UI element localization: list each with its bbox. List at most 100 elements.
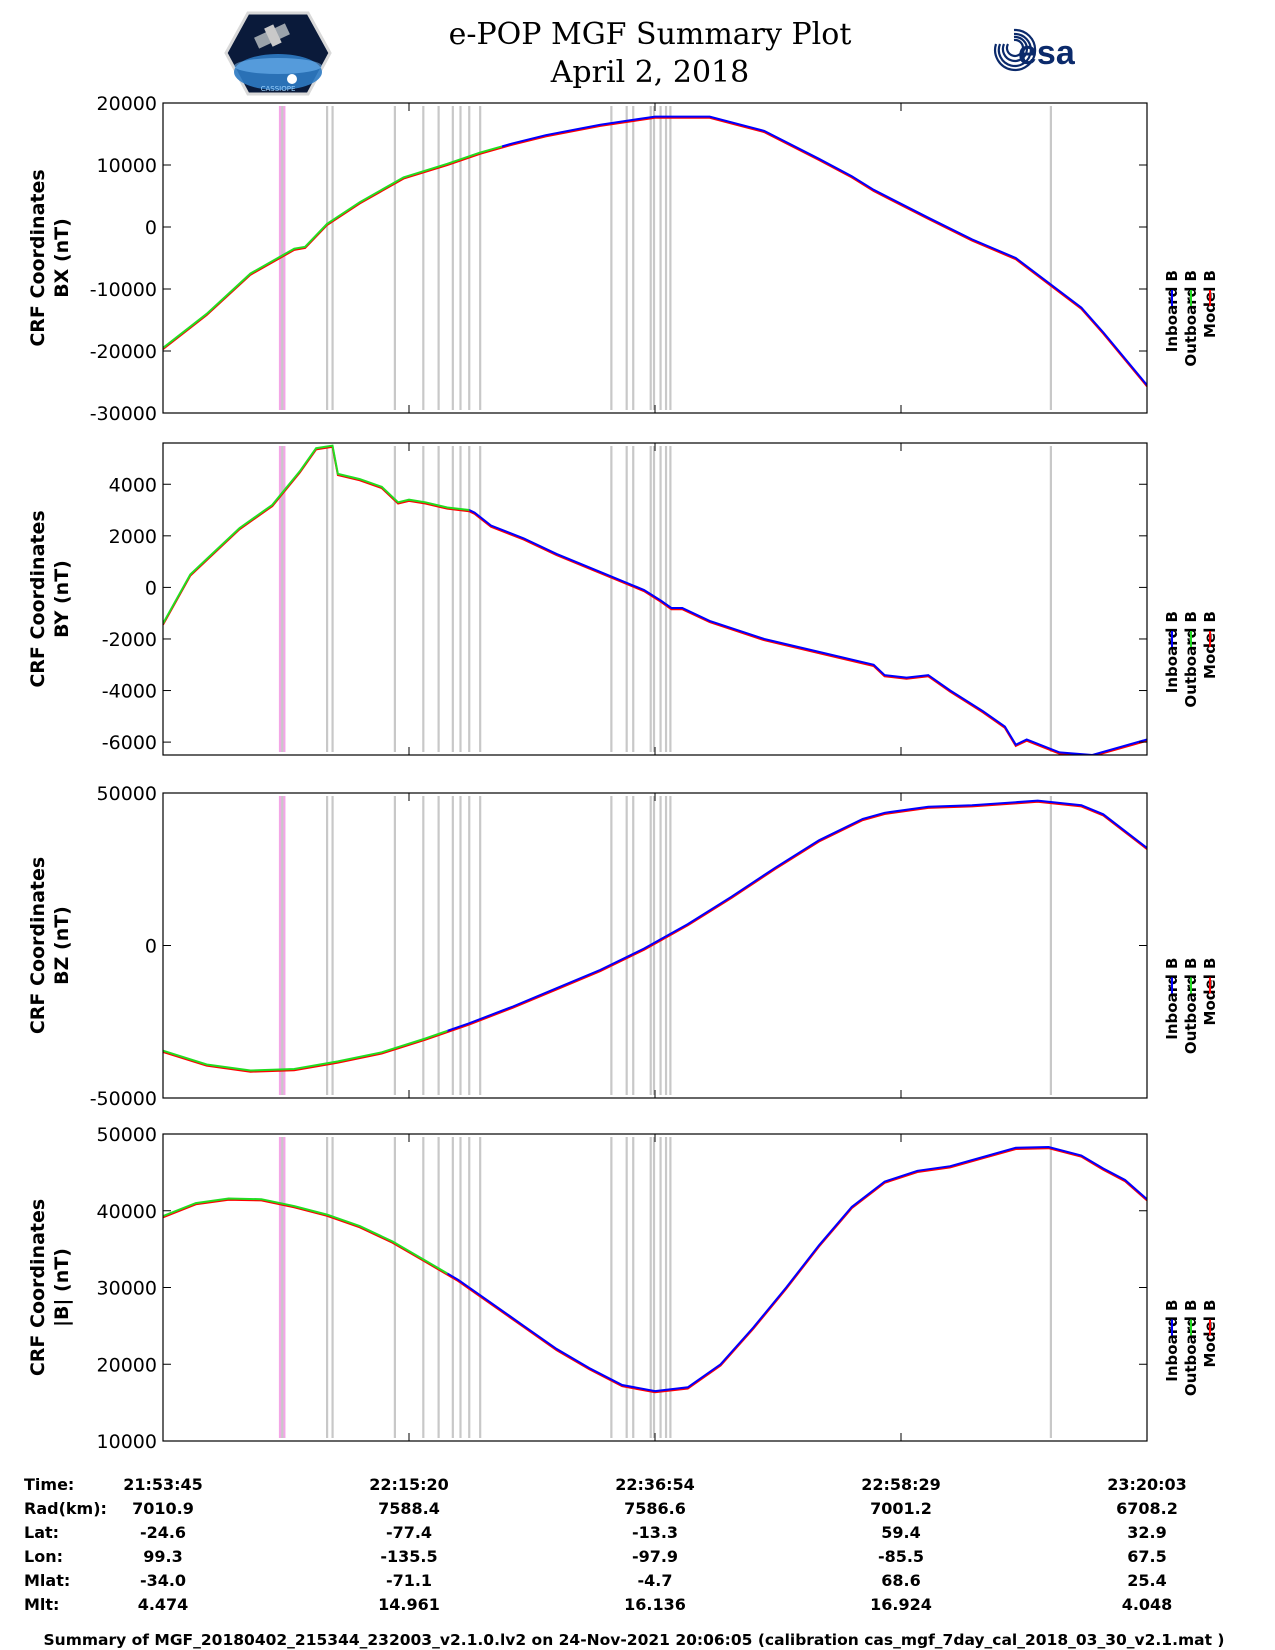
gray-event-band <box>652 796 656 1095</box>
model-b-line <box>163 1147 1147 1394</box>
outboard-b-line <box>163 145 502 349</box>
table-cell: 14.961 <box>378 1595 440 1614</box>
gray-event-band <box>610 106 613 410</box>
gray-event-band <box>1049 1137 1052 1438</box>
table-cell: 32.9 <box>1127 1523 1166 1542</box>
gray-event-band <box>479 446 482 752</box>
gray-event-band <box>1049 796 1052 1095</box>
y-tick-label: -6000 <box>102 732 157 754</box>
gray-event-band <box>625 446 628 752</box>
table-cell: 16.924 <box>870 1595 932 1614</box>
gray-event-band <box>281 1137 284 1438</box>
y-tick-label: -20000 <box>90 341 157 363</box>
legend-inboard-label: Inboard B <box>1163 611 1181 693</box>
gray-event-band <box>669 106 672 410</box>
table-cell: 22:15:20 <box>369 1475 449 1494</box>
gray-event-band <box>451 106 454 410</box>
table-row-label: Lat: <box>24 1523 59 1542</box>
gray-event-band <box>281 446 284 752</box>
gray-event-band <box>437 446 440 752</box>
header: CASSIOPE e-POP MGF Summary Plot April 2,… <box>224 11 1076 96</box>
table-cell: 4.048 <box>1122 1595 1173 1614</box>
panel-4: 50000 40000 30000 20000 10000 CRF Coordinates… <box>27 1124 1219 1453</box>
model-b-line <box>163 116 1147 387</box>
gray-event-band <box>652 446 656 752</box>
gray-event-band <box>659 446 662 752</box>
y-axis-label-line2: BX (nT) <box>51 218 73 298</box>
y-tick-label: 50000 <box>97 783 157 805</box>
table-cell: 7588.4 <box>378 1499 440 1518</box>
info-table: Time: Rad(km): Lat: Lon: Mlat: Mlt: 21:53:45 70… <box>24 1475 1187 1614</box>
y-tick-label: 50000 <box>97 1124 157 1146</box>
table-cell: 68.6 <box>881 1571 920 1590</box>
table-cell: 4.474 <box>138 1595 189 1614</box>
table-cell: 7001.2 <box>870 1499 932 1518</box>
table-cell: -24.6 <box>140 1523 186 1542</box>
gray-event-band <box>393 446 396 752</box>
inboard-b-line <box>469 508 1147 755</box>
gray-event-band <box>610 1137 613 1438</box>
gray-event-band <box>664 796 668 1095</box>
table-cell: 7586.6 <box>624 1499 686 1518</box>
panel-3: 50000 0 -50000 CRF Coordinates BZ (nT) Inboar… <box>27 783 1219 1110</box>
y-tick-label: 40000 <box>97 1201 157 1223</box>
gray-event-band <box>479 1137 482 1438</box>
y-tick-label: 0 <box>145 217 157 239</box>
esa-logo: esa <box>994 28 1076 72</box>
gray-event-band <box>664 106 668 410</box>
table-cell: -13.3 <box>632 1523 678 1542</box>
table-cell: 16.136 <box>624 1595 686 1614</box>
table-cell: 25.4 <box>1127 1571 1166 1590</box>
inboard-b-line <box>501 115 1147 386</box>
inboard-b-line <box>447 1145 1147 1393</box>
gray-event-band <box>281 796 284 1095</box>
gray-event-band <box>281 106 284 410</box>
table-cell: -97.9 <box>632 1547 678 1566</box>
y-axis-label-line1: CRF Coordinates <box>27 1199 49 1376</box>
gray-event-band <box>664 446 668 752</box>
y-tick-label: 20000 <box>97 93 157 115</box>
table-row-label: Rad(km): <box>24 1499 107 1518</box>
table-cell: -135.5 <box>380 1547 437 1566</box>
table-cell: 23:20:03 <box>1107 1475 1187 1494</box>
y-axis-label-line1: CRF Coordinates <box>27 510 49 687</box>
gray-event-band <box>437 796 440 1095</box>
table-cell: 6708.2 <box>1116 1499 1178 1518</box>
gray-event-band <box>331 446 334 752</box>
table-cell: -77.4 <box>386 1523 432 1542</box>
table-cell: 59.4 <box>881 1523 920 1542</box>
gray-event-band <box>669 446 672 752</box>
gray-event-band <box>632 446 635 752</box>
table-cell: 22:36:54 <box>615 1475 695 1494</box>
legend-inboard-label: Inboard B <box>1163 958 1181 1040</box>
model-b-line <box>163 800 1147 1073</box>
gray-event-band <box>459 796 462 1095</box>
table-cell: 67.5 <box>1127 1547 1166 1566</box>
gray-event-band <box>331 106 334 410</box>
gray-event-band <box>326 446 329 752</box>
gray-event-band <box>393 796 396 1095</box>
panel-2: 4000 2000 0 -2000 -4000 -6000 CRF Coordinates B… <box>27 442 1219 756</box>
y-axis-label-line1: CRF Coordinates <box>27 857 49 1034</box>
outboard-b-line <box>163 444 470 624</box>
table-row-label: Lon: <box>24 1547 63 1566</box>
y-tick-label: -10000 <box>90 279 157 301</box>
table-row-label: Mlt: <box>24 1595 59 1614</box>
gray-event-band <box>422 796 425 1095</box>
gray-event-band <box>649 106 652 410</box>
gray-event-band <box>669 1137 672 1438</box>
gray-event-band <box>625 1137 628 1438</box>
cassiope-logo: CASSIOPE <box>224 11 332 96</box>
legend-outboard-label: Outboard B <box>1182 611 1200 708</box>
gray-event-band <box>468 796 471 1095</box>
y-axis-label-line2: BZ (nT) <box>51 906 73 985</box>
gray-event-band <box>659 796 662 1095</box>
gray-event-band <box>468 446 471 752</box>
gray-event-band <box>632 796 635 1095</box>
gray-event-band <box>479 106 482 410</box>
gray-event-band <box>326 796 329 1095</box>
gray-event-band <box>659 106 662 410</box>
gray-event-band <box>649 1137 652 1438</box>
